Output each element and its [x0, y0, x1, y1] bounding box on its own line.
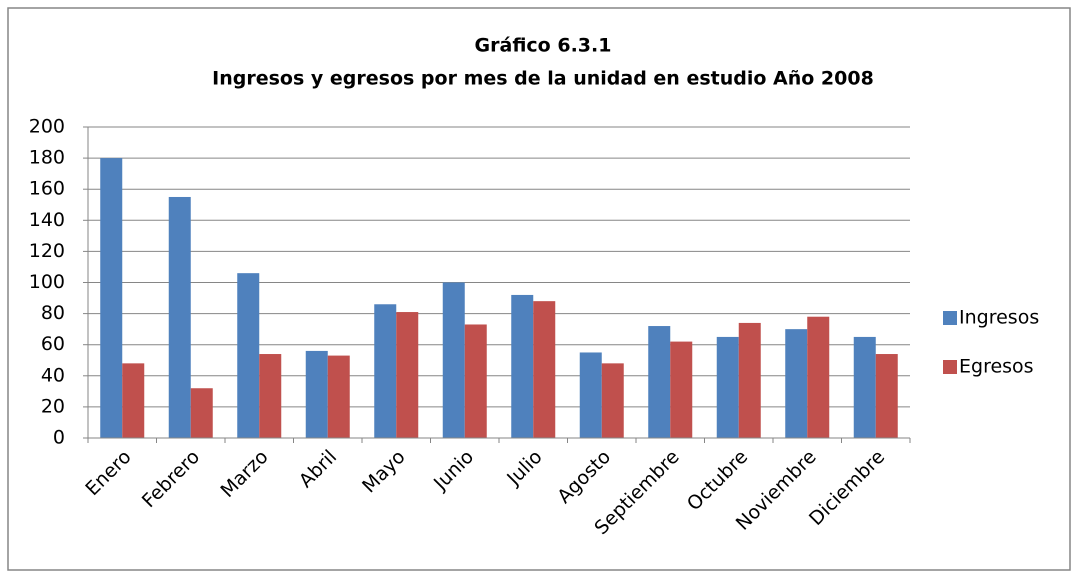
bar: [875, 354, 898, 438]
bar: [464, 324, 487, 438]
legend-label: Egresos: [959, 356, 1034, 378]
legend-swatch: [943, 311, 957, 325]
bar: [100, 158, 123, 438]
legend-label: Ingresos: [959, 307, 1039, 329]
bar: [374, 304, 397, 438]
y-tick-label: 80: [41, 302, 65, 324]
bar: [305, 350, 328, 438]
bar: [738, 322, 761, 438]
bar: [237, 273, 260, 438]
bar: [122, 363, 145, 438]
bar: [442, 282, 465, 438]
y-tick-label: 0: [53, 427, 65, 449]
bar: [533, 301, 556, 438]
bar: [716, 336, 739, 438]
y-tick-label: 120: [29, 240, 65, 262]
bar: [670, 341, 693, 438]
bar: [807, 316, 830, 438]
bar: [259, 354, 282, 438]
bar: [853, 336, 876, 438]
bar: [511, 294, 534, 438]
bar: [396, 312, 419, 438]
y-tick-label: 160: [29, 178, 65, 200]
legend-swatch: [943, 360, 957, 374]
y-tick-label: 140: [29, 209, 65, 231]
y-tick-label: 40: [41, 364, 65, 386]
y-tick-label: 60: [41, 333, 65, 355]
bar: [168, 196, 191, 438]
chart-title: Gráfico 6.3.1: [475, 35, 612, 57]
y-tick-label: 20: [41, 395, 65, 417]
bar: [648, 326, 671, 438]
bar: [601, 363, 624, 438]
bar: [579, 352, 602, 438]
y-tick-label: 180: [29, 147, 65, 169]
bar: [327, 355, 350, 438]
chart-subtitle: Ingresos y egresos por mes de la unidad …: [212, 68, 874, 90]
y-tick-label: 200: [29, 116, 65, 138]
bar: [785, 329, 808, 438]
y-tick-label: 100: [29, 271, 65, 293]
bar: [190, 388, 213, 438]
